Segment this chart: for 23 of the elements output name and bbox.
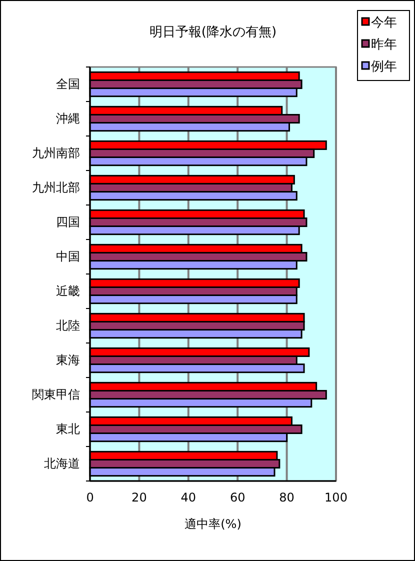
y-tick-label: 九州南部 [32, 146, 80, 160]
y-tick-label: 中国 [56, 250, 80, 264]
y-tick-label: 東海 [56, 353, 80, 368]
x-tick-label: 20 [132, 490, 147, 505]
y-tick-label: 近畿 [56, 284, 80, 298]
x-axis-title: 適中率(%) [184, 517, 242, 531]
y-tick-label: 東北 [56, 422, 80, 436]
y-tick-label: 九州北部 [32, 180, 80, 195]
y-tick-label: 北陸 [56, 318, 80, 333]
y-tick-label: 北海道 [44, 456, 80, 471]
chart-title: 明日予報(降水の有無) [149, 25, 277, 40]
x-tick-label: 0 [86, 490, 94, 505]
y-tick-label: 全国 [56, 77, 80, 92]
y-tick-label: 関東甲信 [32, 388, 80, 402]
legend-label: 昨年 [371, 38, 397, 52]
x-tick-label: 40 [180, 490, 196, 505]
legend-label: 例年 [371, 60, 397, 74]
x-tick-label: 80 [279, 490, 294, 505]
x-tick-label: 60 [230, 490, 246, 505]
x-tick-label: 100 [324, 490, 348, 505]
y-tick-label: 四国 [56, 215, 80, 230]
legend-label: 今年 [371, 16, 397, 30]
y-tick-label: 沖縄 [56, 112, 80, 126]
